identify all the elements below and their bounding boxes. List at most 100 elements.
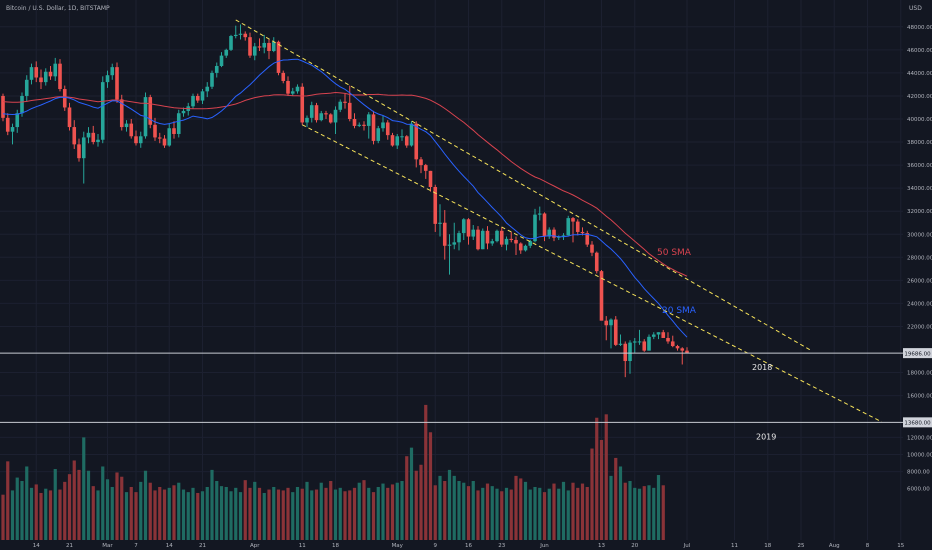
candle-body — [580, 231, 585, 234]
candle-body — [233, 34, 238, 37]
trendline-upper — [235, 19, 811, 351]
volume-bar — [476, 490, 480, 540]
y-tick-label: 18000.00 — [907, 371, 932, 377]
sma50-label: 50 SMA — [657, 248, 692, 258]
candle-body — [499, 230, 504, 245]
x-tick-label: 21 — [199, 543, 206, 549]
volume-bar — [276, 489, 281, 540]
price-axis[interactable]: 48000.00 46000.00 44000.00 42000.00 40000.00… — [907, 25, 932, 493]
candle-body — [191, 95, 195, 107]
candle-body — [338, 101, 343, 110]
candle-body — [24, 79, 29, 96]
volume-bar — [162, 489, 167, 540]
x-tick-label: 8 — [866, 543, 870, 549]
volume-bar — [457, 481, 461, 540]
volume-bar — [67, 474, 72, 540]
candle-body — [167, 128, 172, 146]
volume-bar — [243, 480, 247, 540]
volume-bar — [248, 487, 252, 540]
candle-body — [314, 105, 319, 121]
volume-bar — [10, 490, 15, 540]
volume-bar — [219, 486, 224, 540]
y-tick-label: 10000.00 — [907, 453, 932, 459]
volume-bar — [519, 478, 523, 540]
volume-bar — [462, 482, 466, 540]
volume-bar — [352, 487, 357, 540]
volume-bar — [234, 487, 238, 540]
x-tick-label: May — [392, 543, 404, 549]
volume-bar — [96, 490, 100, 540]
volume-bar — [405, 456, 409, 540]
candle-body — [357, 124, 362, 126]
candle-body — [623, 343, 628, 362]
candle-body — [271, 41, 276, 52]
x-tick-label: 23 — [498, 543, 505, 549]
candle-body — [238, 33, 243, 35]
y-tick-label: 42000.00 — [907, 94, 932, 100]
candle-body — [381, 122, 385, 129]
candle-body — [628, 342, 632, 362]
volume-bar — [86, 470, 91, 540]
volume-bar — [158, 486, 162, 540]
volume-bar — [428, 432, 433, 540]
volume-bar — [229, 491, 233, 540]
candle-body — [533, 214, 537, 242]
volume-bar — [633, 487, 637, 540]
candle-body — [571, 218, 575, 222]
symbol-title: Bitcoin / U.S. Dollar, 1D, BITSTAMP — [6, 5, 110, 12]
volume-bar — [561, 481, 566, 540]
candle-body — [400, 136, 404, 138]
volume-bar — [34, 484, 38, 540]
candle-body — [119, 99, 124, 128]
price-tag-2018 — [903, 348, 932, 359]
volume-bar — [20, 481, 24, 540]
y-tick-label: 38000.00 — [907, 140, 932, 146]
candle-body — [347, 102, 352, 119]
time-axis[interactable]: Feb1421Mar71421Apr1118May91623Jun1320Jul… — [0, 543, 905, 549]
volume-bar — [614, 457, 618, 540]
volume-bar — [661, 485, 665, 540]
volume-bar — [15, 477, 19, 540]
candle-body — [153, 124, 157, 138]
candle-body — [328, 114, 333, 123]
volume-bar — [286, 487, 290, 540]
candle-body — [58, 63, 62, 90]
volume-bar — [172, 485, 176, 540]
volume-bar — [390, 484, 395, 540]
volume-bar — [348, 490, 352, 540]
candle-body — [409, 123, 414, 146]
volume-bar — [495, 488, 499, 540]
candle-body — [395, 136, 400, 146]
volume-bar — [362, 480, 366, 540]
y-tick-label: 48000.00 — [907, 25, 932, 31]
x-tick-label: 16 — [465, 543, 472, 549]
candle-body — [10, 127, 15, 132]
volume-bar — [504, 487, 509, 540]
y-tick-label: 24000.00 — [907, 301, 932, 307]
candle-body — [210, 72, 214, 87]
volume-bar — [272, 486, 276, 540]
candlestick-series[interactable] — [1, 24, 689, 378]
candle-body — [661, 332, 666, 338]
volume-bar — [196, 492, 200, 540]
overlay-lines[interactable] — [2, 19, 882, 423]
volume-bar — [200, 491, 205, 540]
candle-body — [423, 165, 428, 171]
y-tick-label: 8000.00 — [907, 470, 930, 476]
volume-bar — [357, 482, 361, 540]
price-levels[interactable]: 2018 19686.00 2019 13680.00 — [0, 348, 932, 441]
volume-bar — [101, 466, 105, 540]
candle-body — [566, 218, 571, 236]
volume-bar — [652, 487, 656, 540]
candle-body — [105, 75, 110, 83]
price-tag-text-2019: 13680.00 — [904, 421, 931, 427]
x-tick-label: 15 — [897, 543, 904, 549]
candle-body — [262, 42, 267, 48]
candle-body — [685, 350, 689, 353]
x-tick-label: 25 — [798, 543, 805, 549]
volume-bar — [314, 489, 319, 540]
candle-body — [257, 46, 262, 48]
candle-body — [333, 109, 338, 123]
volume-bar — [6, 461, 10, 540]
